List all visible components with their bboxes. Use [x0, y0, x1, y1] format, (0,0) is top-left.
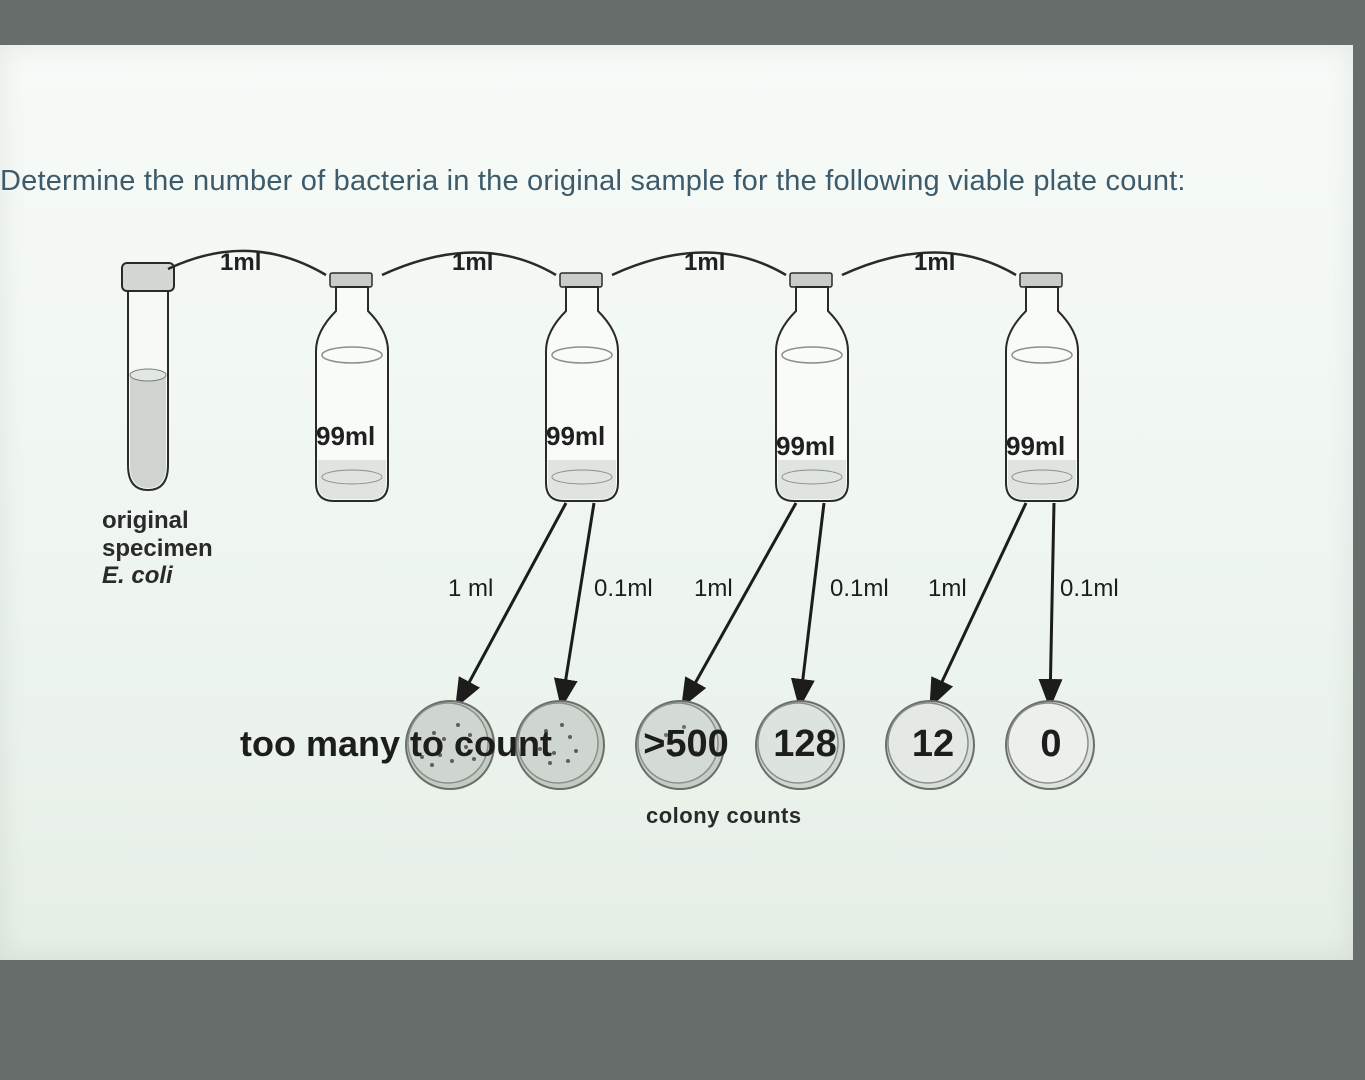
too-many-text: too many to count	[240, 723, 552, 765]
diagram-svg	[60, 245, 1320, 885]
transfer-label-3: 1ml	[684, 249, 725, 277]
transfer-label-2: 1ml	[452, 249, 493, 277]
bottle-4	[1006, 273, 1078, 501]
bottle-2	[546, 273, 618, 501]
question-text: Determine the number of bacteria in the …	[0, 165, 1186, 198]
bottle-volume-2: 99ml	[546, 421, 605, 452]
plate-count-4: 128	[760, 723, 850, 766]
document-page: Determine the number of bacteria in the …	[0, 45, 1353, 960]
plating-arrows	[458, 503, 1054, 703]
bottle-volume-1: 99ml	[316, 421, 375, 452]
plate-count-6: 0	[1026, 723, 1076, 766]
tube-label-line-1: original	[102, 507, 189, 534]
plate-vol-4: 0.1ml	[830, 575, 889, 603]
bottle-1	[316, 273, 388, 501]
bottle-3	[776, 273, 848, 501]
tube-label-line-3: E. coli	[102, 562, 173, 589]
plate-count-5: 12	[898, 723, 968, 766]
plate-vol-2: 0.1ml	[594, 575, 653, 603]
colony-caption: colony counts	[646, 803, 802, 829]
plate-vol-6: 0.1ml	[1060, 575, 1119, 603]
plate-vol-1: 1 ml	[448, 575, 493, 603]
dilution-diagram: original specimen E. coli 1ml 1ml 1ml 1m…	[60, 245, 1320, 885]
transfer-label-1: 1ml	[220, 249, 261, 277]
test-tube	[122, 263, 174, 490]
bottle-volume-3: 99ml	[776, 431, 835, 462]
tube-label-line-2: specimen	[102, 535, 213, 562]
bottle-volume-4: 99ml	[1006, 431, 1065, 462]
plate-vol-3: 1ml	[694, 575, 733, 603]
tube-label: original specimen E. coli	[102, 507, 213, 590]
transfer-label-4: 1ml	[914, 249, 955, 277]
plate-count-3: >500	[636, 723, 736, 766]
plate-vol-5: 1ml	[928, 575, 967, 603]
transfer-arcs	[168, 251, 1016, 275]
